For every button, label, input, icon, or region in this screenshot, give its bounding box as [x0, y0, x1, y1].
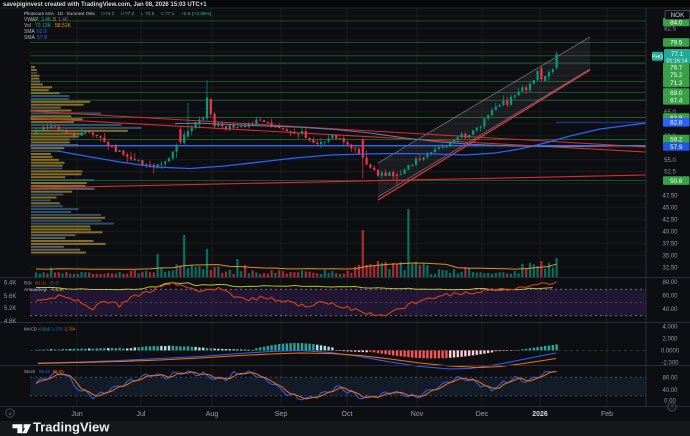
svg-text:0.00: 0.00 — [664, 399, 676, 405]
svg-text:58.51K: 58.51K — [55, 23, 72, 29]
svg-text:80.00: 80.00 — [662, 280, 678, 286]
svg-text:62.8: 62.8 — [37, 29, 47, 35]
svg-text:-2.000: -2.000 — [661, 361, 679, 367]
svg-text:Jul: Jul — [137, 411, 146, 418]
svg-text:80.00: 80.00 — [662, 375, 678, 381]
svg-text:2.754: 2.754 — [65, 326, 77, 331]
svg-text:77.2: 77.2 — [125, 11, 135, 17]
svg-text:40.00: 40.00 — [662, 307, 678, 313]
svg-text:H: H — [121, 11, 125, 17]
svg-text:SMA: SMA — [24, 29, 36, 35]
svg-text:VWAP: VWAP — [24, 17, 39, 23]
svg-text:42.50: 42.50 — [662, 218, 678, 224]
svg-text:01:16:14: 01:16:14 — [667, 58, 688, 64]
svg-text:77.1: 77.1 — [671, 51, 684, 58]
svg-text:59.2: 59.2 — [670, 136, 683, 143]
svg-text:45.00: 45.00 — [662, 206, 678, 212]
svg-text:Stoch: Stoch — [24, 369, 36, 374]
svg-text:35.00: 35.00 — [662, 253, 678, 259]
svg-text:50.6: 50.6 — [670, 178, 683, 185]
svg-text:57.9: 57.9 — [670, 144, 683, 151]
svg-text:Photocure ASA · 1D · Euronext: Photocure ASA · 1D · Euronext Oslo — [24, 11, 95, 16]
svg-text:69.0: 69.0 — [670, 90, 683, 97]
svg-text:40.00: 40.00 — [662, 229, 678, 235]
svg-text:Feb: Feb — [601, 411, 613, 418]
svg-text:60.00: 60.00 — [662, 294, 678, 300]
svg-text:SMA: SMA — [24, 35, 36, 41]
svg-text:Oct: Oct — [342, 411, 353, 418]
svg-text:52.5: 52.5 — [664, 170, 676, 176]
svg-text:55.0: 55.0 — [664, 158, 676, 164]
svg-text:73.5: 73.5 — [145, 11, 155, 17]
svg-text:3.4K: 3.4K — [41, 17, 52, 23]
svg-text:65.0: 65.0 — [664, 110, 676, 116]
svg-text:NOK: NOK — [671, 12, 685, 19]
svg-text:79.5: 79.5 — [670, 40, 683, 47]
svg-text:0: 0 — [53, 17, 56, 23]
svg-text:71.3: 71.3 — [670, 80, 683, 87]
svg-text:74.2: 74.2 — [105, 11, 115, 17]
svg-text:PHO: PHO — [652, 54, 663, 60]
svg-text:⌃: ⌃ — [670, 405, 675, 412]
svg-text:4.000: 4.000 — [662, 325, 678, 331]
svg-text:3.370: 3.370 — [52, 326, 64, 331]
svg-text:O: O — [101, 11, 105, 17]
svg-text:∅ ∅: ∅ ∅ — [50, 280, 59, 285]
svg-text:37.50: 37.50 — [662, 241, 678, 247]
svg-text:5.6K: 5.6K — [4, 294, 16, 300]
svg-text:84.0: 84.0 — [670, 19, 683, 26]
svg-text:40.00: 40.00 — [662, 388, 678, 394]
svg-text:67.4: 67.4 — [670, 98, 683, 105]
svg-text:«: « — [8, 411, 12, 417]
svg-text:47.50: 47.50 — [662, 194, 678, 200]
svg-text:L: L — [141, 11, 144, 17]
svg-text:+2.5 (+3.35%): +2.5 (+3.35%) — [181, 11, 212, 17]
svg-text:Nov: Nov — [411, 411, 424, 418]
svg-text:2.000: 2.000 — [662, 337, 678, 343]
svg-text:TradingView: TradingView — [33, 420, 110, 435]
svg-text:Jun: Jun — [71, 411, 82, 418]
svg-text:1.4K: 1.4K — [58, 17, 69, 23]
svg-text:5.2K: 5.2K — [4, 306, 16, 312]
svg-text:4.8K: 4.8K — [4, 319, 16, 325]
svg-text:savepiginvest created with Tra: savepiginvest created with TradingView.c… — [3, 2, 207, 8]
svg-text:80.31: 80.31 — [35, 280, 47, 285]
svg-text:MACD: MACD — [24, 326, 37, 331]
svg-text:6.4K: 6.4K — [4, 281, 16, 287]
svg-text:82.5: 82.5 — [664, 26, 676, 32]
svg-text:Sep: Sep — [275, 411, 288, 418]
svg-text:C: C — [161, 11, 165, 17]
svg-text:57.9: 57.9 — [37, 35, 47, 41]
svg-text:76.7: 76.7 — [670, 64, 683, 71]
svg-text:0.616: 0.616 — [39, 326, 51, 331]
svg-text:Dec: Dec — [476, 411, 489, 418]
svg-text:Aug: Aug — [206, 411, 219, 418]
svg-text:Vol: Vol — [24, 23, 31, 29]
svg-text:98.00: 98.00 — [53, 369, 65, 374]
svg-text:32.50: 32.50 — [662, 265, 678, 271]
svg-text:99.25: 99.25 — [39, 369, 51, 374]
svg-text:2026: 2026 — [532, 411, 548, 418]
svg-text:ArnaudLeg: ArnaudLeg — [24, 287, 47, 292]
svg-text:RSI: RSI — [24, 280, 32, 285]
svg-text:70.13K: 70.13K — [35, 23, 52, 29]
svg-text:62.8: 62.8 — [670, 120, 683, 127]
svg-text:77.1: 77.1 — [165, 11, 175, 17]
svg-text:75.2: 75.2 — [670, 72, 683, 79]
svg-text:0.0000: 0.0000 — [661, 349, 680, 355]
svg-text:5.54K: 5.54K — [52, 287, 65, 292]
